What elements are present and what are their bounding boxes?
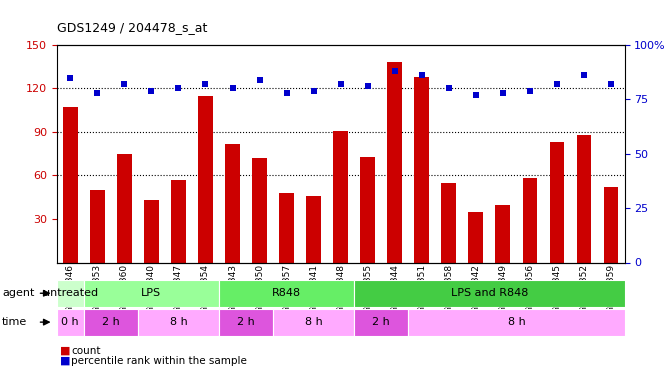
Text: R848: R848 <box>272 288 301 298</box>
Bar <box>576 135 591 262</box>
Point <box>389 68 400 74</box>
Text: LPS: LPS <box>142 288 162 298</box>
Point <box>227 86 238 92</box>
Point <box>173 86 184 92</box>
Text: 8 h: 8 h <box>305 317 323 327</box>
Text: LPS and R848: LPS and R848 <box>451 288 528 298</box>
Text: 8 h: 8 h <box>508 317 525 327</box>
Bar <box>63 107 77 262</box>
Point <box>416 72 427 78</box>
Text: 8 h: 8 h <box>170 317 187 327</box>
Text: 2 h: 2 h <box>372 317 390 327</box>
Bar <box>496 204 510 262</box>
Bar <box>198 96 213 262</box>
Bar <box>57 309 84 336</box>
Point <box>281 90 292 96</box>
Bar <box>604 187 619 262</box>
Point <box>578 72 589 78</box>
Text: untreated: untreated <box>43 288 98 298</box>
Bar <box>84 309 138 336</box>
Bar <box>171 180 186 262</box>
Text: agent: agent <box>2 288 34 298</box>
Bar <box>306 196 321 262</box>
Point <box>146 88 157 94</box>
Bar <box>550 142 564 262</box>
Point <box>470 92 481 98</box>
Point <box>119 81 130 87</box>
Bar <box>252 158 267 262</box>
Bar <box>279 193 294 262</box>
Text: time: time <box>2 317 27 327</box>
Text: percentile rank within the sample: percentile rank within the sample <box>71 356 247 366</box>
Text: GDS1249 / 204478_s_at: GDS1249 / 204478_s_at <box>57 21 207 34</box>
Point <box>606 81 617 87</box>
Bar <box>225 144 240 262</box>
Bar <box>273 309 354 336</box>
Bar <box>414 77 430 262</box>
Text: 0 h: 0 h <box>61 317 79 327</box>
Text: 2 h: 2 h <box>102 317 120 327</box>
Bar <box>354 280 625 307</box>
Bar <box>57 280 84 307</box>
Bar <box>360 157 375 262</box>
Bar <box>138 309 219 336</box>
Bar <box>333 130 348 262</box>
Bar <box>468 212 484 262</box>
Point <box>255 77 265 83</box>
Text: ■: ■ <box>60 356 71 366</box>
Bar <box>117 154 132 262</box>
Bar <box>219 309 273 336</box>
Point <box>444 86 454 92</box>
Point <box>552 81 562 87</box>
Point <box>498 90 508 96</box>
Point <box>335 81 346 87</box>
Bar <box>522 178 537 262</box>
Bar <box>354 309 408 336</box>
Bar <box>90 190 105 262</box>
Bar <box>84 280 219 307</box>
Point <box>309 88 319 94</box>
Point <box>362 83 373 89</box>
Point <box>200 81 211 87</box>
Text: 2 h: 2 h <box>237 317 255 327</box>
Point <box>65 75 75 81</box>
Bar <box>387 62 402 262</box>
Bar <box>219 280 354 307</box>
Text: count: count <box>71 345 101 355</box>
Bar <box>442 183 456 262</box>
Text: ■: ■ <box>60 345 71 355</box>
Bar <box>408 309 625 336</box>
Point <box>524 88 535 94</box>
Point <box>92 90 103 96</box>
Bar <box>144 200 159 262</box>
